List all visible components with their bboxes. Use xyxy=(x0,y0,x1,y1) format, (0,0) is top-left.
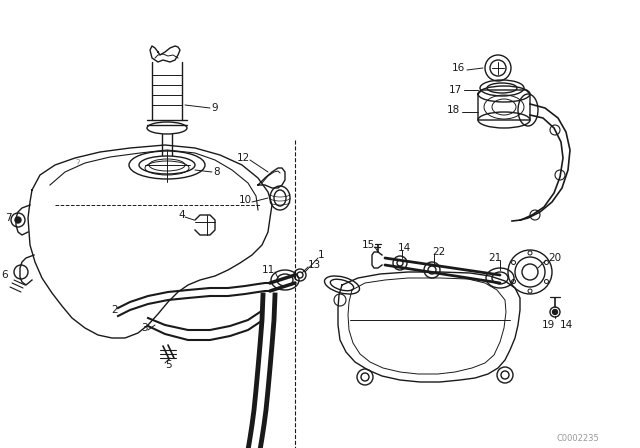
Text: 18: 18 xyxy=(447,105,460,115)
Text: 17: 17 xyxy=(449,85,462,95)
Text: 9: 9 xyxy=(211,103,218,113)
Text: 10: 10 xyxy=(239,195,252,205)
Text: 19: 19 xyxy=(541,320,555,330)
Text: 20: 20 xyxy=(548,253,561,263)
Text: C0002235: C0002235 xyxy=(557,434,600,443)
Text: 4: 4 xyxy=(179,210,185,220)
Text: 14: 14 xyxy=(398,243,412,253)
Text: 5: 5 xyxy=(165,360,172,370)
Text: 21: 21 xyxy=(488,253,502,263)
Text: 15: 15 xyxy=(362,240,375,250)
Text: 2: 2 xyxy=(111,305,118,315)
Text: 3: 3 xyxy=(141,323,148,333)
Circle shape xyxy=(15,217,21,223)
Text: ?: ? xyxy=(76,159,80,168)
Text: 22: 22 xyxy=(432,247,445,257)
Text: 7: 7 xyxy=(5,213,12,223)
Text: 12: 12 xyxy=(237,153,250,163)
Circle shape xyxy=(552,310,557,314)
Text: 16: 16 xyxy=(452,63,465,73)
Text: 6: 6 xyxy=(1,270,8,280)
Text: 14: 14 xyxy=(560,320,573,330)
Text: 8: 8 xyxy=(213,167,220,177)
Text: 11: 11 xyxy=(262,265,275,275)
Text: 1: 1 xyxy=(318,250,324,260)
Text: 13: 13 xyxy=(308,260,321,270)
